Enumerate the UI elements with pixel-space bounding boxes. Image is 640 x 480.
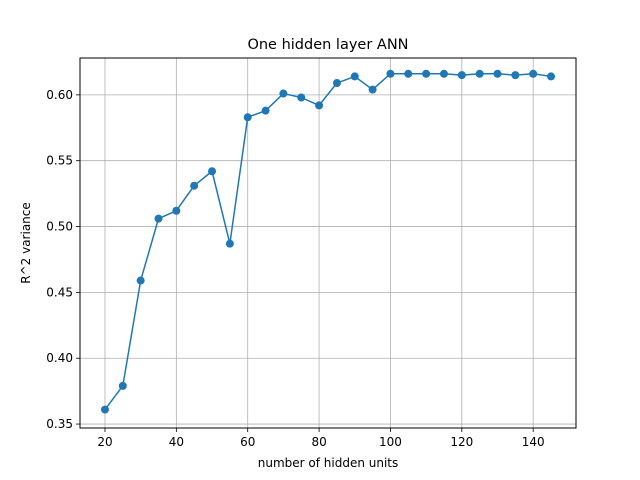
- data-point: [332, 79, 341, 88]
- y-tick-label: 0.55: [46, 154, 73, 168]
- plot-frame: [79, 57, 577, 429]
- y-tick-label: 0.40: [46, 351, 73, 365]
- y-axis-ticks: 0.35 0.40 0.45 0.50 0.55 0.60: [46, 88, 80, 431]
- data-point: [100, 405, 109, 414]
- data-point: [279, 89, 288, 98]
- data-point: [118, 381, 127, 390]
- data-point: [368, 85, 377, 94]
- data-point: [261, 106, 270, 115]
- data-point: [547, 72, 556, 81]
- x-tick-label: 60: [240, 435, 255, 449]
- data-point: [208, 167, 217, 176]
- data-point: [190, 181, 199, 190]
- data-point: [439, 69, 448, 78]
- data-point: [386, 69, 395, 78]
- data-point: [243, 113, 252, 122]
- y-tick-label: 0.50: [46, 220, 73, 234]
- data-point: [511, 71, 520, 80]
- data-point: [404, 69, 413, 78]
- y-tick-label: 0.45: [46, 285, 73, 299]
- x-axis-label: number of hidden units: [258, 456, 399, 470]
- data-point: [529, 69, 538, 78]
- x-tick-label: 100: [379, 435, 402, 449]
- data-point: [154, 214, 163, 223]
- x-tick-label: 120: [450, 435, 473, 449]
- x-tick-label: 40: [169, 435, 184, 449]
- data-point: [315, 101, 324, 110]
- x-tick-label: 20: [97, 435, 112, 449]
- data-point: [493, 69, 502, 78]
- data-point: [422, 69, 431, 78]
- data-point: [297, 93, 306, 102]
- data-point: [350, 72, 359, 81]
- x-axis-ticks: 20 40 60 80 100 120 140: [97, 428, 545, 449]
- y-axis-label: R^2 variance: [19, 202, 33, 284]
- series: [100, 69, 556, 414]
- data-point: [172, 206, 181, 215]
- chart-title: One hidden layer ANN: [247, 37, 408, 53]
- data-point: [136, 276, 145, 285]
- data-point: [475, 69, 484, 78]
- y-tick-label: 0.60: [46, 88, 73, 102]
- data-point: [225, 239, 234, 248]
- x-tick-label: 80: [311, 435, 326, 449]
- x-tick-label: 140: [522, 435, 545, 449]
- y-tick-label: 0.35: [46, 417, 73, 431]
- data-point: [457, 71, 466, 80]
